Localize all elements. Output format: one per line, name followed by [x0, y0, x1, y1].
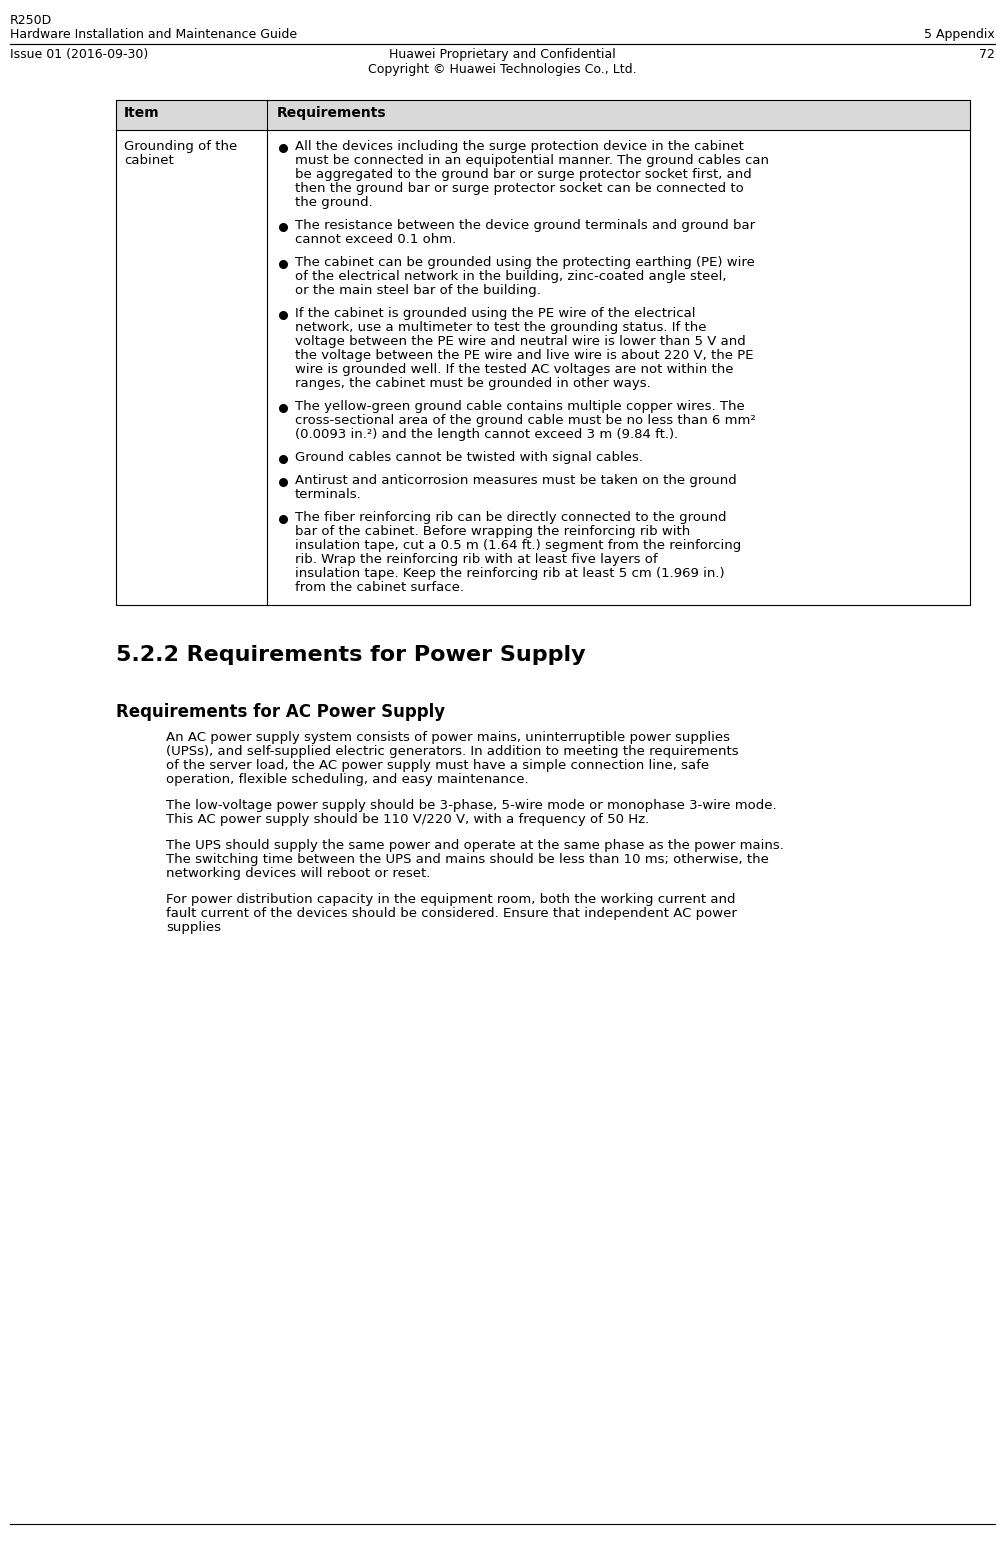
Text: cabinet: cabinet — [124, 153, 174, 168]
Text: The fiber reinforcing rib can be directly connected to the ground: The fiber reinforcing rib can be directl… — [295, 511, 727, 525]
Text: If the cabinet is grounded using the PE wire of the electrical: If the cabinet is grounded using the PE … — [295, 307, 695, 319]
Text: The low-voltage power supply should be 3-phase, 5-wire mode or monophase 3-wire : The low-voltage power supply should be 3… — [166, 799, 777, 813]
Text: the ground.: the ground. — [295, 196, 373, 208]
Text: operation, flexible scheduling, and easy maintenance.: operation, flexible scheduling, and easy… — [166, 774, 529, 786]
Text: For power distribution capacity in the equipment room, both the working current : For power distribution capacity in the e… — [166, 893, 736, 907]
Text: This AC power supply should be 110 V/220 V, with a frequency of 50 Hz.: This AC power supply should be 110 V/220… — [166, 813, 649, 825]
Text: terminals.: terminals. — [295, 489, 362, 501]
Text: The yellow-green ground cable contains multiple copper wires. The: The yellow-green ground cable contains m… — [295, 399, 745, 413]
Text: Issue 01 (2016-09-30): Issue 01 (2016-09-30) — [10, 49, 149, 61]
Bar — [116, 130, 970, 604]
Text: All the devices including the surge protection device in the cabinet: All the devices including the surge prot… — [295, 139, 744, 153]
Text: (UPSs), and self-supplied electric generators. In addition to meeting the requir: (UPSs), and self-supplied electric gener… — [166, 745, 739, 758]
Text: Requirements: Requirements — [277, 106, 387, 121]
Text: Huawei Proprietary and Confidential: Huawei Proprietary and Confidential — [389, 49, 616, 61]
Text: insulation tape, cut a 0.5 m (1.64 ft.) segment from the reinforcing: insulation tape, cut a 0.5 m (1.64 ft.) … — [295, 539, 742, 551]
Text: The switching time between the UPS and mains should be less than 10 ms; otherwis: The switching time between the UPS and m… — [166, 853, 769, 866]
Text: or the main steel bar of the building.: or the main steel bar of the building. — [295, 283, 541, 298]
Text: Item: Item — [124, 106, 160, 121]
Text: The resistance between the device ground terminals and ground bar: The resistance between the device ground… — [295, 219, 755, 232]
Text: Antirust and anticorrosion measures must be taken on the ground: Antirust and anticorrosion measures must… — [295, 474, 737, 487]
Text: wire is grounded well. If the tested AC voltages are not within the: wire is grounded well. If the tested AC … — [295, 363, 734, 376]
Text: 5.2.2 Requirements for Power Supply: 5.2.2 Requirements for Power Supply — [116, 645, 586, 666]
Text: 5 Appendix: 5 Appendix — [925, 28, 995, 41]
Bar — [116, 100, 970, 130]
Text: must be connected in an equipotential manner. The ground cables can: must be connected in an equipotential ma… — [295, 153, 769, 168]
Text: the voltage between the PE wire and live wire is about 220 V, the PE: the voltage between the PE wire and live… — [295, 349, 754, 362]
Text: from the cabinet surface.: from the cabinet surface. — [295, 581, 464, 594]
Text: ranges, the cabinet must be grounded in other ways.: ranges, the cabinet must be grounded in … — [295, 377, 651, 390]
Text: insulation tape. Keep the reinforcing rib at least 5 cm (1.969 in.): insulation tape. Keep the reinforcing ri… — [295, 567, 725, 579]
Text: Hardware Installation and Maintenance Guide: Hardware Installation and Maintenance Gu… — [10, 28, 297, 41]
Text: voltage between the PE wire and neutral wire is lower than 5 V and: voltage between the PE wire and neutral … — [295, 335, 746, 348]
Text: An AC power supply system consists of power mains, uninterruptible power supplie: An AC power supply system consists of po… — [166, 731, 730, 744]
Text: Requirements for AC Power Supply: Requirements for AC Power Supply — [116, 703, 445, 720]
Text: of the electrical network in the building, zinc-coated angle steel,: of the electrical network in the buildin… — [295, 269, 727, 283]
Text: then the ground bar or surge protector socket can be connected to: then the ground bar or surge protector s… — [295, 182, 744, 196]
Text: Ground cables cannot be twisted with signal cables.: Ground cables cannot be twisted with sig… — [295, 451, 643, 464]
Text: The cabinet can be grounded using the protecting earthing (PE) wire: The cabinet can be grounded using the pr… — [295, 255, 755, 269]
Text: of the server load, the AC power supply must have a simple connection line, safe: of the server load, the AC power supply … — [166, 760, 710, 772]
Text: (0.0093 in.²) and the length cannot exceed 3 m (9.84 ft.).: (0.0093 in.²) and the length cannot exce… — [295, 428, 678, 442]
Text: networking devices will reboot or reset.: networking devices will reboot or reset. — [166, 868, 430, 880]
Text: Copyright © Huawei Technologies Co., Ltd.: Copyright © Huawei Technologies Co., Ltd… — [368, 63, 637, 77]
Text: The UPS should supply the same power and operate at the same phase as the power : The UPS should supply the same power and… — [166, 839, 784, 852]
Text: cannot exceed 0.1 ohm.: cannot exceed 0.1 ohm. — [295, 233, 456, 246]
Text: fault current of the devices should be considered. Ensure that independent AC po: fault current of the devices should be c… — [166, 907, 737, 919]
Text: network, use a multimeter to test the grounding status. If the: network, use a multimeter to test the gr… — [295, 321, 707, 334]
Text: be aggregated to the ground bar or surge protector socket first, and: be aggregated to the ground bar or surge… — [295, 168, 752, 182]
Text: Grounding of the: Grounding of the — [124, 139, 237, 153]
Text: R250D: R250D — [10, 14, 52, 27]
Text: cross-sectional area of the ground cable must be no less than 6 mm²: cross-sectional area of the ground cable… — [295, 413, 756, 428]
Text: 72: 72 — [979, 49, 995, 61]
Text: bar of the cabinet. Before wrapping the reinforcing rib with: bar of the cabinet. Before wrapping the … — [295, 525, 690, 539]
Text: supplies: supplies — [166, 921, 221, 933]
Text: rib. Wrap the reinforcing rib with at least five layers of: rib. Wrap the reinforcing rib with at le… — [295, 553, 657, 565]
